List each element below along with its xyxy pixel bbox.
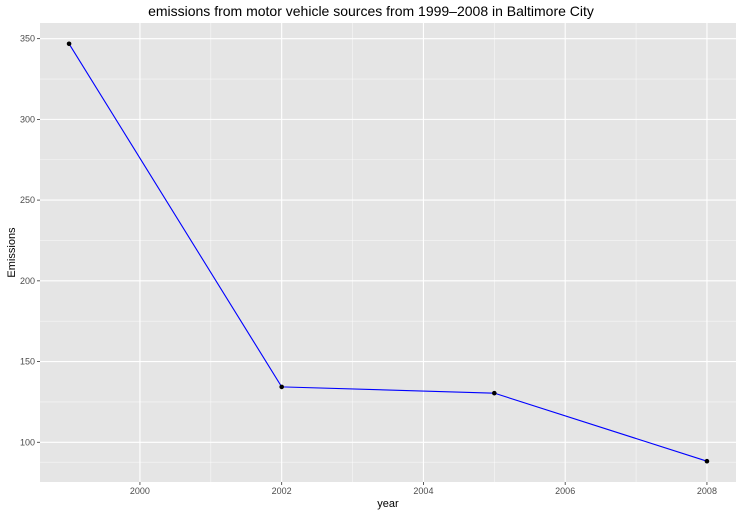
x-tick-label: 2002 xyxy=(272,486,292,496)
x-tick-label: 2000 xyxy=(130,486,150,496)
plot-panel xyxy=(40,23,736,482)
y-tick-label: 300 xyxy=(20,114,35,124)
data-point xyxy=(279,384,284,390)
x-tick-label: 2006 xyxy=(555,486,575,496)
x-axis-title: year xyxy=(377,498,399,510)
data-point xyxy=(704,458,710,464)
y-axis-title: Emissions xyxy=(6,227,18,278)
y-tick-label: 150 xyxy=(20,357,35,367)
x-tick-label: 2004 xyxy=(413,486,433,496)
x-axis-ticks: 2000 2002 2004 2006 2008 xyxy=(130,482,717,496)
major-gridlines xyxy=(40,23,736,482)
y-tick-label: 250 xyxy=(20,195,35,205)
series-layer xyxy=(66,41,710,464)
data-point xyxy=(66,41,72,47)
minor-gridlines xyxy=(40,23,736,482)
y-tick-label: 200 xyxy=(20,276,35,286)
x-tick-label: 2008 xyxy=(697,486,717,496)
y-axis-ticks: 100 150 200 250 300 350 xyxy=(20,34,40,447)
y-tick-label: 100 xyxy=(20,437,35,447)
y-tick-label: 350 xyxy=(20,34,35,44)
chart-title: emissions from motor vehicle sources fro… xyxy=(148,3,594,19)
data-point xyxy=(492,390,497,396)
series-line xyxy=(68,43,708,462)
